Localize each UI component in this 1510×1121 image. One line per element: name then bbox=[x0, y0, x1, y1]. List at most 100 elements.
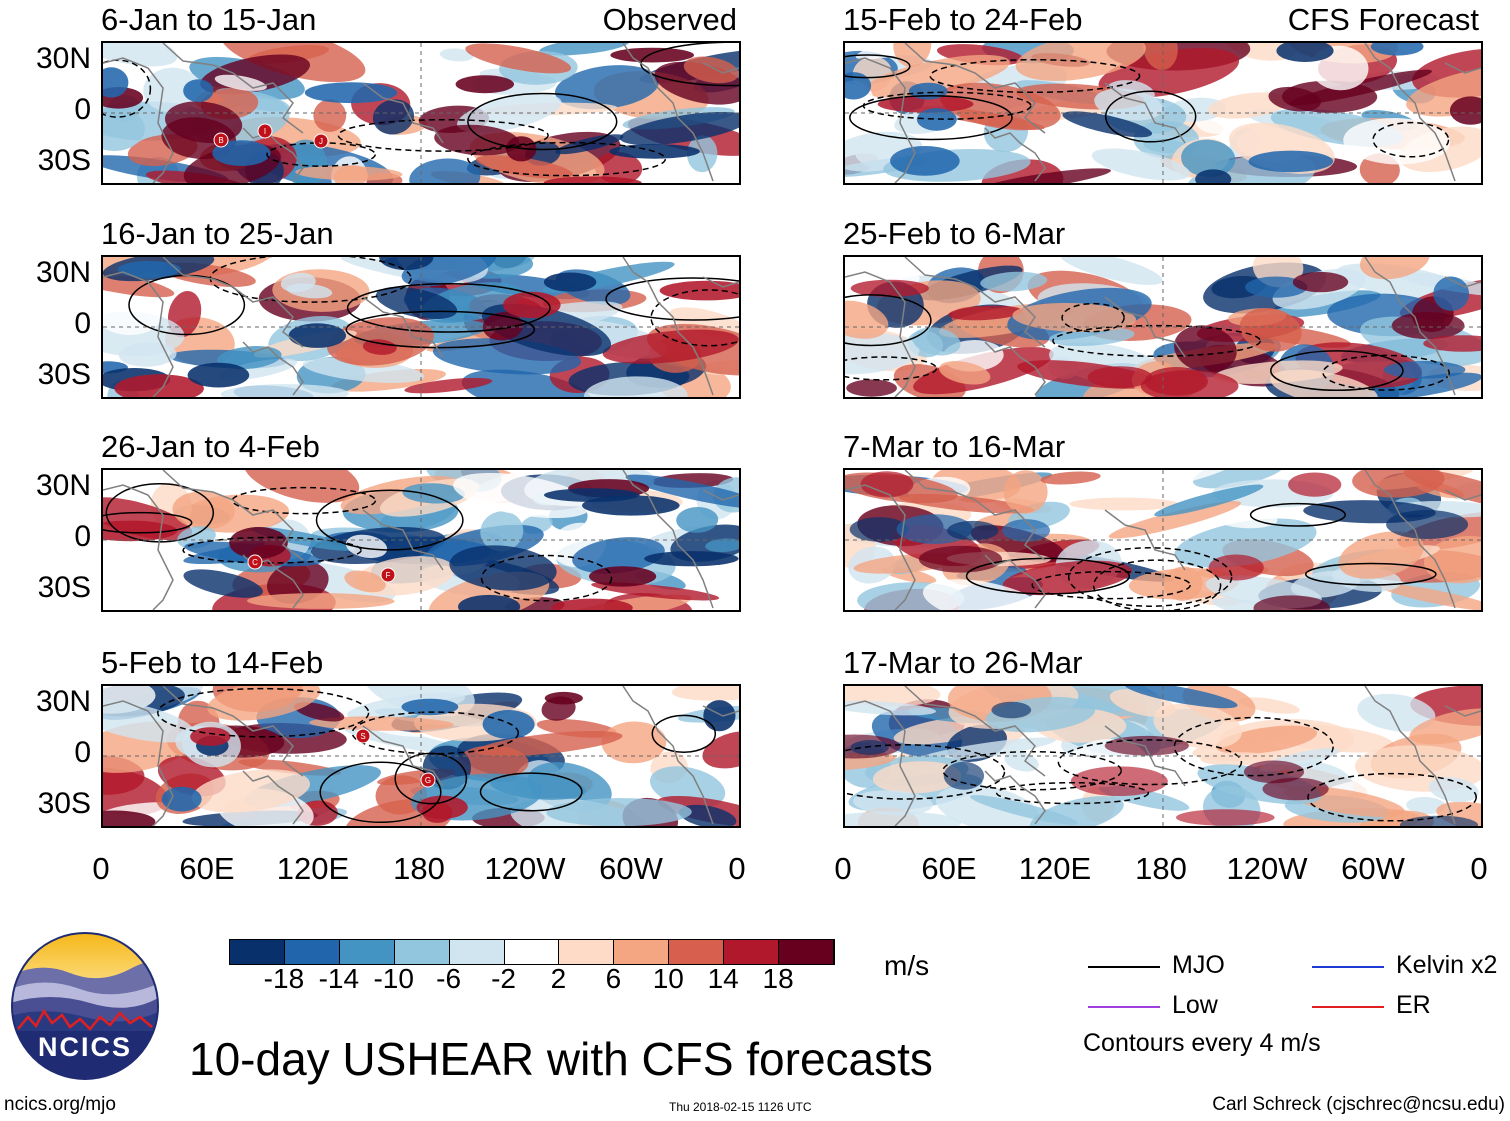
colorbar-tick-label: 14 bbox=[707, 963, 739, 994]
mjo-contour bbox=[345, 310, 536, 349]
x-tick-label: 60E bbox=[179, 851, 235, 886]
panel-title: 16-Jan to 25-Jan bbox=[101, 216, 334, 251]
colorbar-swatch bbox=[724, 940, 780, 964]
x-tick-label: 60W bbox=[1341, 851, 1405, 886]
legend-line bbox=[1088, 966, 1160, 968]
shear-anomaly-blob bbox=[220, 384, 349, 397]
coastline bbox=[984, 127, 1046, 182]
shear-anomaly-blob bbox=[247, 593, 395, 609]
mjo-contour bbox=[605, 277, 739, 321]
legend-line bbox=[1088, 1006, 1160, 1008]
y-tick-label: 30N bbox=[35, 469, 91, 502]
shear-anomaly-blob bbox=[1163, 566, 1203, 601]
shear-anomaly-blob bbox=[1003, 470, 1048, 514]
shear-anomaly-blob bbox=[1012, 302, 1137, 333]
shear-anomaly-blob bbox=[602, 329, 739, 364]
colorbar-tick-label: -14 bbox=[318, 963, 360, 994]
mjo-contour bbox=[1067, 547, 1233, 607]
shear-anomaly-core bbox=[1370, 43, 1424, 56]
colorbar bbox=[229, 939, 835, 965]
storm-marker-label: G bbox=[425, 776, 431, 785]
mjo-contour bbox=[467, 92, 618, 151]
shear-anomaly-core bbox=[1245, 276, 1308, 298]
shear-anomaly-core bbox=[610, 47, 694, 63]
shear-anomaly-blob bbox=[103, 266, 175, 298]
shear-anomaly-core bbox=[544, 691, 583, 705]
colorbar-swatch bbox=[230, 940, 285, 964]
coastline bbox=[242, 341, 304, 396]
coastline bbox=[845, 57, 916, 183]
storm-marker-label: F bbox=[386, 571, 391, 580]
coastline bbox=[904, 686, 1046, 777]
shear-anomaly-blob bbox=[845, 332, 920, 375]
mjo-contour bbox=[1104, 90, 1197, 143]
shear-anomaly-core bbox=[1288, 472, 1342, 497]
column-label: Observed bbox=[602, 2, 737, 37]
panel-title: 5-Feb to 14-Feb bbox=[101, 645, 324, 680]
y-tick-label: 0 bbox=[74, 307, 91, 340]
shear-anomaly-blob bbox=[705, 538, 739, 553]
mjo-contour bbox=[651, 714, 717, 753]
shear-anomaly-core bbox=[846, 379, 897, 397]
shear-anomaly-blob bbox=[172, 491, 235, 530]
coastline bbox=[702, 276, 739, 288]
shear-anomaly-blob bbox=[1403, 470, 1481, 510]
shear-anomaly-blob bbox=[439, 48, 474, 62]
coastline bbox=[845, 484, 916, 610]
coastline bbox=[845, 700, 916, 826]
shear-anomaly-blob bbox=[591, 582, 720, 601]
shear-anomaly-core bbox=[1383, 361, 1466, 379]
shear-anomaly-blob bbox=[143, 67, 202, 113]
shear-anomaly-blob bbox=[1015, 43, 1146, 81]
storm-marker: C bbox=[247, 554, 263, 570]
coastline bbox=[622, 686, 714, 825]
footer-website[interactable]: ncics.org/mjo bbox=[4, 1094, 116, 1115]
shear-anomaly-core bbox=[401, 698, 459, 716]
shear-anomaly-blob bbox=[1192, 470, 1288, 489]
shear-anomaly-blob bbox=[294, 702, 345, 722]
shear-anomaly-blob bbox=[313, 99, 347, 132]
coastline bbox=[702, 489, 739, 501]
mjo-contour bbox=[1372, 121, 1450, 158]
shear-anomaly-core bbox=[1070, 766, 1168, 796]
colorbar-swatch bbox=[284, 940, 340, 964]
shear-anomaly-blob bbox=[286, 283, 333, 299]
mjo-contour bbox=[1304, 562, 1437, 586]
mjo-contour bbox=[1031, 570, 1191, 600]
coastline bbox=[984, 770, 1046, 825]
shear-anomaly-blob bbox=[912, 327, 961, 356]
coastline bbox=[622, 257, 714, 396]
shear-anomaly-blob bbox=[1288, 69, 1433, 106]
mjo-contour bbox=[845, 744, 1006, 800]
shear-anomaly-core bbox=[1391, 312, 1465, 340]
shear-anomaly-blob bbox=[702, 731, 739, 769]
colorbar-tick-label: 6 bbox=[605, 963, 622, 994]
legend-label: Kelvin x2 bbox=[1396, 951, 1498, 979]
shear-anomaly-blob bbox=[1406, 796, 1446, 815]
mjo-contour bbox=[995, 781, 1150, 805]
shear-anomaly-core bbox=[1276, 43, 1334, 62]
shear-anomaly-blob bbox=[1029, 796, 1124, 826]
shear-anomaly-blob bbox=[1047, 131, 1098, 156]
shear-anomaly-blob bbox=[220, 43, 366, 83]
coastline bbox=[904, 43, 1046, 134]
shear-anomaly-blob bbox=[1428, 776, 1479, 803]
shear-anomaly-blob bbox=[1239, 307, 1302, 352]
y-tick-label: 0 bbox=[74, 520, 91, 553]
shear-anomaly-blob bbox=[671, 686, 739, 701]
mjo-contour bbox=[351, 711, 520, 755]
y-tick-label: 30S bbox=[37, 571, 91, 604]
storm-marker: B bbox=[213, 132, 229, 148]
shear-anomaly-blob bbox=[1343, 117, 1451, 165]
shear-anomaly-blob bbox=[1357, 693, 1436, 732]
shear-anomaly-blob bbox=[191, 769, 311, 813]
column-label: CFS Forecast bbox=[1287, 2, 1479, 37]
storm-marker-label: B bbox=[218, 136, 223, 145]
x-tick-label: 120E bbox=[1018, 851, 1092, 886]
panel-title: 15-Feb to 24-Feb bbox=[843, 2, 1083, 37]
shear-anomaly-core bbox=[187, 362, 250, 388]
mjo-contour bbox=[845, 54, 911, 79]
shear-anomaly-core bbox=[890, 146, 960, 176]
